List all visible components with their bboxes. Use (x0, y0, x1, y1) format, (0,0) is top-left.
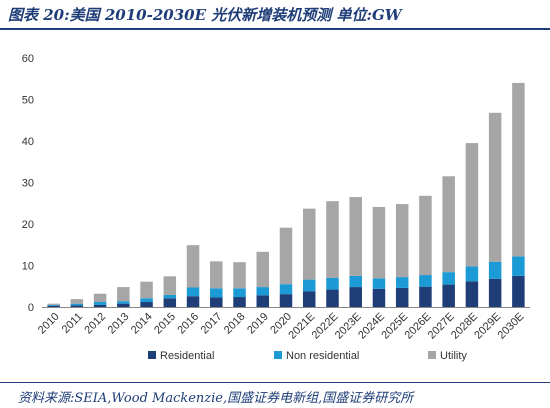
bar-segment-non-residential (326, 277, 339, 290)
bar-segment-non-residential (302, 279, 316, 292)
bar-segment-residential (256, 295, 270, 307)
bar-segment-non-residential (163, 294, 177, 299)
y-tick-label: 20 (22, 219, 34, 231)
bar-segment-residential (70, 305, 84, 307)
bar-segment-utility (512, 82, 525, 257)
bar-segment-non-residential (47, 304, 60, 306)
bar-segment-non-residential (512, 256, 525, 276)
x-tick-label: 2015 (152, 311, 178, 337)
bar-segment-utility (488, 112, 502, 262)
y-tick-label: 10 (22, 261, 34, 273)
footer-bar: 资料来源:SEIA,Wood Mackenzie,国盛证券电新组,国盛证券研究所 (0, 382, 550, 408)
bar-segment-utility (465, 143, 479, 267)
bar-segment-utility (117, 287, 130, 302)
bar-segment-non-residential (186, 287, 200, 297)
legend-label-residential: Residential (160, 350, 214, 362)
bar-segment-residential (186, 296, 200, 307)
legend-swatch-residential (148, 351, 156, 359)
x-tick-label: 2011 (60, 311, 85, 336)
legend-swatch-utility (428, 351, 436, 359)
bar-segment-residential (140, 302, 153, 307)
y-axis: 0 10 20 30 40 50 60 (22, 53, 34, 314)
legend-swatch-non-residential (274, 351, 282, 359)
x-tick-label: 2010 (36, 311, 62, 337)
title-bar: 图表 20:美国 2010-2030E 光伏新增装机预测 单位:GW (0, 0, 550, 30)
legend: Residential Non residential Utility (148, 350, 467, 362)
bar-segment-non-residential (395, 277, 409, 288)
chart-title: 图表 20:美国 2010-2030E 光伏新增装机预测 单位:GW (8, 6, 402, 24)
bar-segment-utility (419, 195, 432, 276)
bars (47, 82, 525, 307)
x-tick-label: 2019 (245, 311, 271, 337)
x-tick-label: 2012 (82, 311, 108, 337)
bar-segment-residential (372, 288, 386, 307)
bar-segment-non-residential (349, 275, 362, 288)
y-tick-label: 50 (22, 95, 34, 107)
x-tick-label: 2030E (496, 311, 527, 342)
bar-segment-utility (93, 293, 107, 303)
bar-segment-utility (279, 227, 293, 285)
bar-segment-non-residential (256, 287, 270, 296)
bar-segment-utility (256, 251, 270, 288)
bar-segment-non-residential (70, 303, 84, 306)
bar-segment-utility (163, 276, 177, 295)
bar-segment-residential (419, 286, 432, 307)
bar-segment-utility (442, 176, 455, 273)
bar-segment-utility (395, 204, 409, 278)
bar-segment-residential (395, 287, 409, 307)
y-tick-label: 30 (22, 178, 34, 190)
bar-segment-utility (210, 261, 223, 289)
bar-segment-residential (488, 278, 502, 307)
bar-segment-residential (326, 289, 339, 307)
bar-segment-non-residential (419, 275, 432, 287)
bar-segment-utility (186, 245, 200, 288)
bar-segment-residential (279, 294, 293, 307)
y-tick-label: 40 (22, 136, 34, 148)
bar-segment-residential (442, 284, 455, 307)
x-tick-label: 2013 (106, 311, 132, 337)
bar-segment-utility (47, 303, 60, 305)
bar-segment-residential (210, 297, 223, 307)
bar-segment-utility (326, 201, 339, 278)
bar-segment-non-residential (210, 288, 223, 298)
bar-segment-utility (302, 208, 316, 280)
bar-segment-non-residential (117, 301, 130, 304)
bar-segment-non-residential (233, 288, 246, 298)
bar-segment-residential (117, 303, 130, 307)
x-tick-label: 2016 (175, 311, 201, 337)
legend-label-non-residential: Non residential (286, 350, 359, 362)
bar-segment-residential (512, 275, 525, 307)
bar-segment-residential (163, 298, 177, 307)
bar-segment-residential (349, 287, 362, 307)
bar-segment-utility (233, 262, 246, 289)
bar-segment-non-residential (465, 266, 479, 282)
x-axis: 2010201120122013201420152016201720182019… (36, 307, 530, 342)
bar-segment-residential (233, 297, 246, 307)
bar-segment-non-residential (93, 302, 107, 305)
y-tick-label: 60 (22, 53, 34, 65)
bar-segment-residential (47, 305, 60, 307)
y-tick-label: 0 (28, 302, 34, 314)
bar-segment-residential (465, 281, 479, 307)
bar-segment-utility (372, 206, 386, 279)
bar-segment-non-residential (488, 261, 502, 279)
legend-label-utility: Utility (440, 350, 467, 362)
bar-segment-utility (349, 197, 362, 276)
source-note: 资料来源:SEIA,Wood Mackenzie,国盛证券电新组,国盛证券研究所 (18, 391, 414, 406)
bar-segment-utility (140, 281, 153, 299)
bar-segment-non-residential (140, 298, 153, 303)
x-tick-label: 2017 (199, 311, 225, 337)
bar-segment-non-residential (372, 278, 386, 289)
bar-segment-residential (302, 291, 316, 307)
bar-segment-non-residential (442, 272, 455, 285)
bar-segment-residential (93, 304, 107, 307)
x-tick-label: 2018 (222, 311, 248, 337)
bar-segment-non-residential (279, 284, 293, 295)
bar-segment-utility (70, 299, 84, 304)
x-tick-label: 2014 (129, 311, 155, 337)
